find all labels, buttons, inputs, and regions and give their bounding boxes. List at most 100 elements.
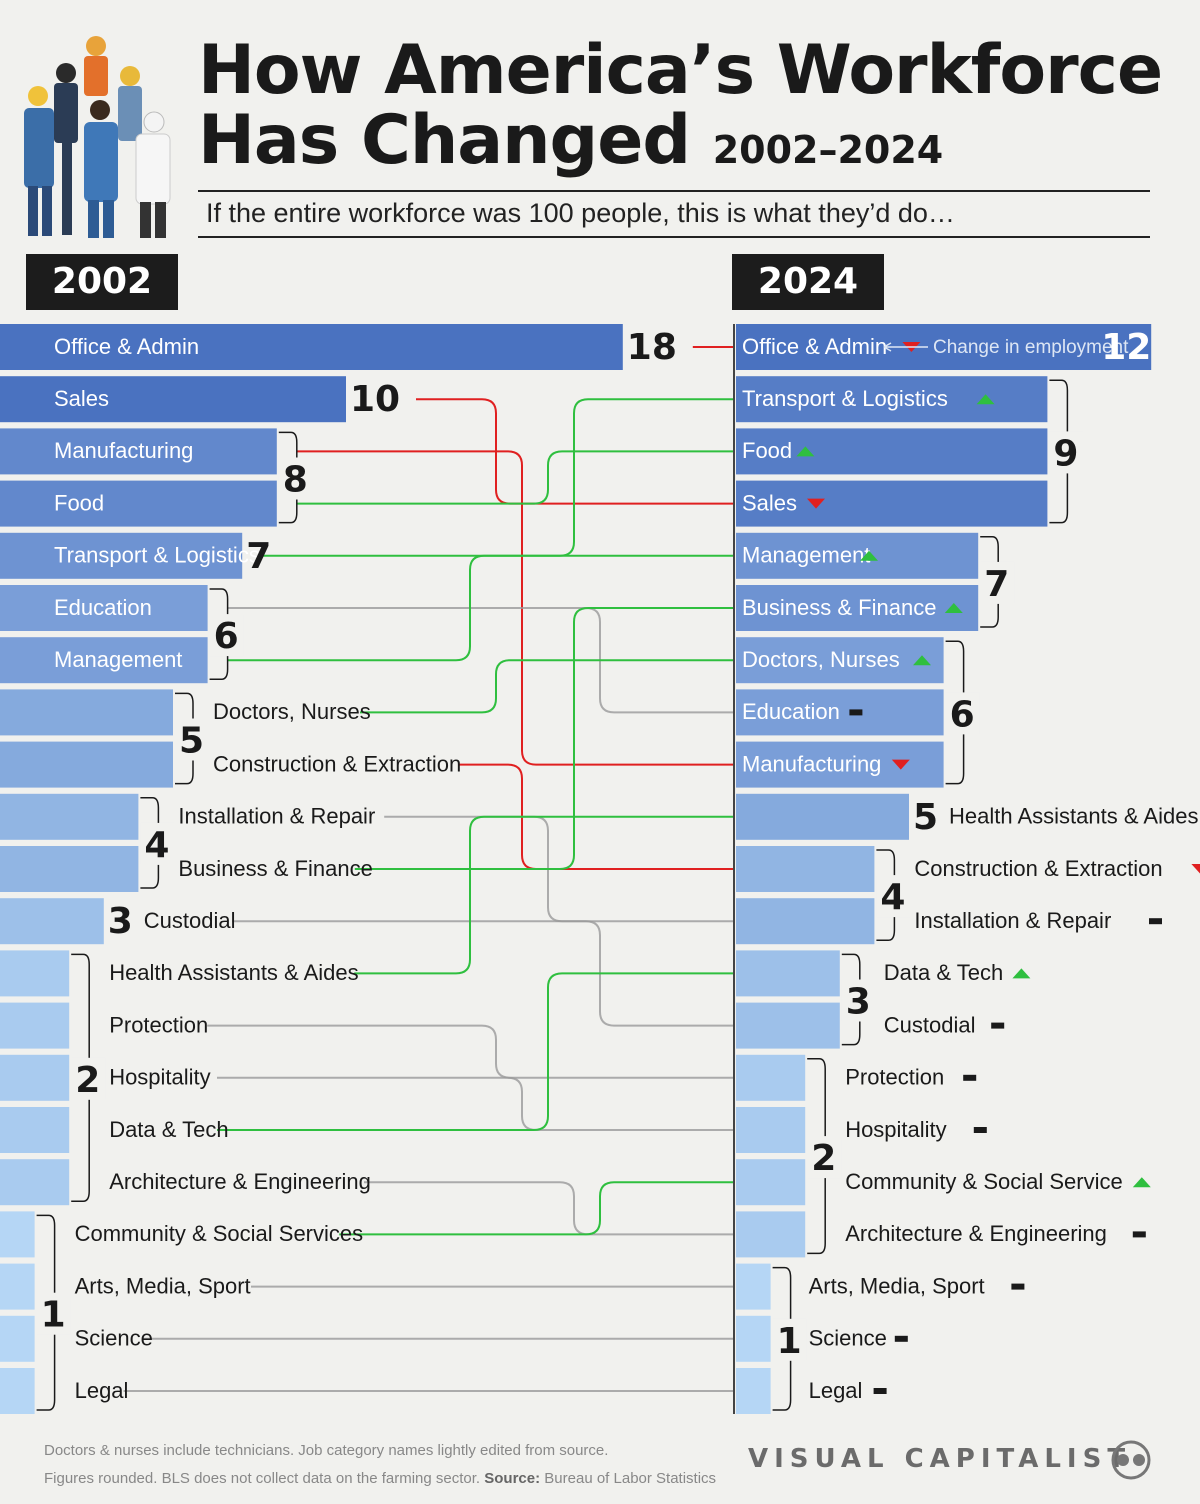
- bar-2024-construction-and-extraction: [736, 846, 875, 892]
- value-left-10: 10: [350, 379, 400, 420]
- bar-2024-data-and-tech: [736, 950, 840, 997]
- title-rule-top: [198, 190, 1150, 192]
- label-2002-transport-and-logistics: Transport & Logistics: [54, 543, 260, 568]
- value-left-4: 4: [144, 825, 169, 866]
- value-right-2: 2: [811, 1138, 836, 1179]
- bar-2002-doctors-nurses: [0, 689, 173, 736]
- bar-2002-management: [0, 637, 208, 684]
- value-left-7: 7: [246, 536, 271, 577]
- visual-capitalist-logo-icon: [1111, 1440, 1151, 1480]
- value-right-6: 6: [950, 694, 975, 735]
- bar-2002-legal: [0, 1368, 35, 1414]
- label-2024-doctors-nurses: Doctors, Nurses: [742, 647, 900, 672]
- value-left-8: 8: [283, 460, 308, 501]
- bar-2024-community-and-social-service: [736, 1159, 806, 1206]
- label-2002-manufacturing: Manufacturing: [54, 438, 193, 463]
- bar-2024-manufacturing: [736, 741, 944, 788]
- change-indicator-protection-icon: [963, 1074, 977, 1081]
- bar-2024-education: [736, 689, 944, 736]
- page-title: How America’s Workforce Has Changed 2002…: [198, 36, 1163, 185]
- label-2002-legal: Legal: [75, 1378, 129, 1403]
- bar-2024-sales: [736, 480, 1048, 527]
- label-2002-construction-and-extraction: Construction & Extraction: [213, 751, 461, 776]
- title-line-1: How America’s Workforce: [198, 31, 1163, 110]
- value-bg-left-5: [175, 718, 209, 761]
- bar-2024-arts-media-sport: [736, 1263, 771, 1310]
- value-bg-right-1: [772, 1318, 807, 1361]
- bar-2024-doctors-nurses: [736, 637, 944, 684]
- label-2002-health-assistants-and-aides: Health Assistants & Aides: [109, 960, 358, 985]
- link-line-management: [227, 554, 734, 662]
- change-indicator-management-icon: [860, 550, 878, 561]
- footnote-figures: Figures rounded. BLS does not collect da…: [44, 1470, 481, 1487]
- label-2024-arts-media-sport: Arts, Media, Sport: [809, 1273, 985, 1298]
- label-2002-arts-media-sport: Arts, Media, Sport: [75, 1273, 251, 1298]
- label-2002-protection: Protection: [109, 1012, 208, 1037]
- value-right-5: 5: [913, 797, 938, 838]
- link-line-business-and-finance: [354, 607, 734, 870]
- legend-arrow-icon: [883, 342, 928, 352]
- change-indicator-manufacturing-icon: [891, 759, 910, 770]
- label-2024-legal: Legal: [809, 1378, 863, 1403]
- bar-2024-architecture-and-engineering: [736, 1211, 806, 1258]
- value-bg-left-4: [140, 822, 175, 865]
- workforce-chart: Office & Admin Sales Manufacturing Food Tran…: [0, 324, 1200, 1414]
- label-2002-sales: Sales: [54, 386, 109, 411]
- change-indicator-education-icon: [849, 709, 863, 716]
- bar-2002-installation-and-repair: [0, 793, 139, 840]
- link-line-doctors-nurses: [360, 659, 734, 714]
- change-indicator-sales-icon: [807, 498, 825, 509]
- bar-2024-office-and-admin: [736, 324, 1152, 370]
- bar-2024-health-assistants-and-aides: [736, 793, 909, 840]
- change-indicator-construction-and-extraction-icon: [1191, 864, 1200, 874]
- value-bg-right-7: [980, 561, 1015, 604]
- label-2002-science: Science: [75, 1326, 153, 1351]
- value-bg-left-1: [36, 1292, 71, 1335]
- change-indicator-arts-media-sport-icon: [1011, 1283, 1025, 1290]
- change-indicator-transport-and-logistics-icon: [976, 394, 995, 405]
- link-line-transport-and-logistics: [262, 398, 734, 557]
- link-line-data-and-tech: [217, 972, 734, 1131]
- value-bg-right-9: [1049, 431, 1084, 474]
- bar-2002-food: [0, 480, 277, 527]
- bar-2024-protection: [736, 1054, 806, 1101]
- value-bg-left-6: [209, 614, 244, 657]
- bar-2024-transport-and-logistics: [736, 376, 1048, 423]
- link-lines: [123, 346, 734, 1392]
- value-left-18: 18: [627, 327, 677, 368]
- bar-2002-arts-media-sport: [0, 1263, 35, 1310]
- value-right-1: 1: [777, 1321, 802, 1362]
- bar-2024-management: [736, 532, 979, 579]
- label-2024-hospitality: Hospitality: [845, 1117, 946, 1142]
- label-2002-installation-and-repair: Installation & Repair: [178, 804, 375, 829]
- label-2002-business-and-finance: Business & Finance: [178, 856, 372, 881]
- label-2002-architecture-and-engineering: Architecture & Engineering: [109, 1169, 371, 1194]
- change-indicator-community-and-social-service-icon: [1132, 1177, 1151, 1188]
- label-2024-manufacturing: Manufacturing: [742, 751, 881, 776]
- label-2002-community-and-social-services: Community & Social Services: [75, 1221, 364, 1246]
- label-2002-education: Education: [54, 595, 152, 620]
- bar-2002-hospitality: [0, 1054, 70, 1101]
- value-right-7: 7: [984, 564, 1009, 605]
- value-bg-right-3: [841, 979, 876, 1022]
- workers-illustration-icon: [24, 36, 171, 238]
- label-2002-management: Management: [54, 647, 182, 672]
- year-label-2024: 2024: [732, 254, 884, 310]
- value-left-6: 6: [214, 616, 239, 657]
- link-line-health-assistants-and-aides: [354, 815, 734, 975]
- label-2024-food: Food: [742, 438, 792, 463]
- value-bg-left-8: [278, 457, 313, 500]
- label-2002-custodial: Custodial: [144, 908, 236, 933]
- footnote-line-2: Figures rounded. BLS does not collect da…: [44, 1470, 716, 1487]
- bar-2024-custodial: [736, 1002, 840, 1049]
- bar-2002-sales: [0, 376, 346, 423]
- title-rule-bottom: [198, 236, 1150, 238]
- change-legend: Change in employment: [933, 337, 1129, 358]
- change-indicator-data-and-tech-icon: [1012, 968, 1031, 979]
- title-years: 2002–2024: [712, 128, 944, 172]
- label-2002-hospitality: Hospitality: [109, 1065, 210, 1090]
- link-line-community-and-social-services: [339, 1181, 734, 1236]
- label-2024-installation-and-repair: Installation & Repair: [914, 908, 1111, 933]
- change-indicator-doctors-nurses-icon: [913, 655, 931, 666]
- change-indicator-business-and-finance-icon: [944, 603, 963, 613]
